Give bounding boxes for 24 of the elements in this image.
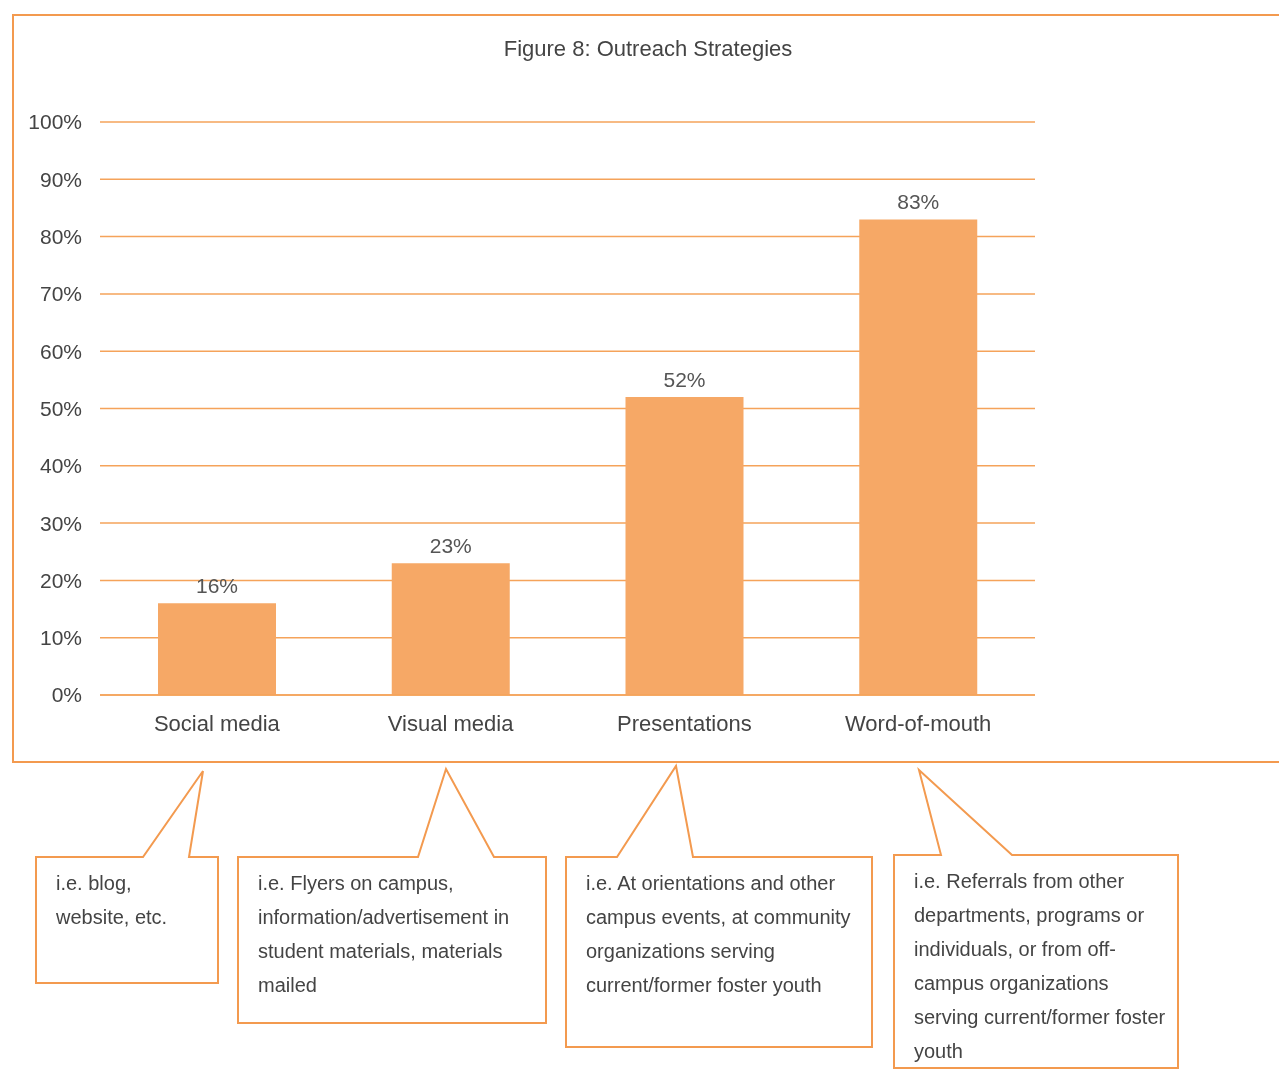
x-tick-label: Social media [153, 710, 281, 736]
y-tick-label: 30% [39, 511, 82, 535]
x-tick-label: Visual media [387, 710, 515, 736]
y-tick-label: 70% [39, 282, 82, 306]
y-tick-label: 90% [39, 167, 82, 191]
chart-title: Figure 8: Outreach Strategies [502, 36, 794, 62]
text: i.e. Flyers on campus, information/advertisement in student materials, materials mailed [258, 871, 511, 998]
text: i.e. blog, website, etc. [56, 871, 169, 930]
x-tick-label: Presentations [617, 710, 752, 736]
data-label: 83% [897, 190, 940, 214]
y-tick-label: 20% [39, 568, 82, 592]
data-label: 16% [195, 574, 239, 598]
data-label: 52% [663, 368, 706, 392]
y-tick-label: 100% [28, 110, 82, 134]
y-tick-label: 0% [51, 683, 82, 707]
text: i.e. Referrals from other departments, programs or individuals, or from off-campus organizations serving current/former foster youth [914, 869, 1167, 1064]
y-tick-label: 10% [39, 626, 82, 650]
y-tick-label: 80% [39, 225, 82, 249]
y-tick-label: 40% [39, 454, 82, 478]
text: i.e. At orientations and other campus events, at community organizations serving current/former foster youth [586, 871, 852, 998]
y-tick-label: 50% [39, 396, 82, 420]
x-tick-label: Word-of-mouth [844, 710, 992, 736]
data-label: 23% [429, 534, 472, 558]
y-tick-label: 60% [39, 339, 82, 363]
